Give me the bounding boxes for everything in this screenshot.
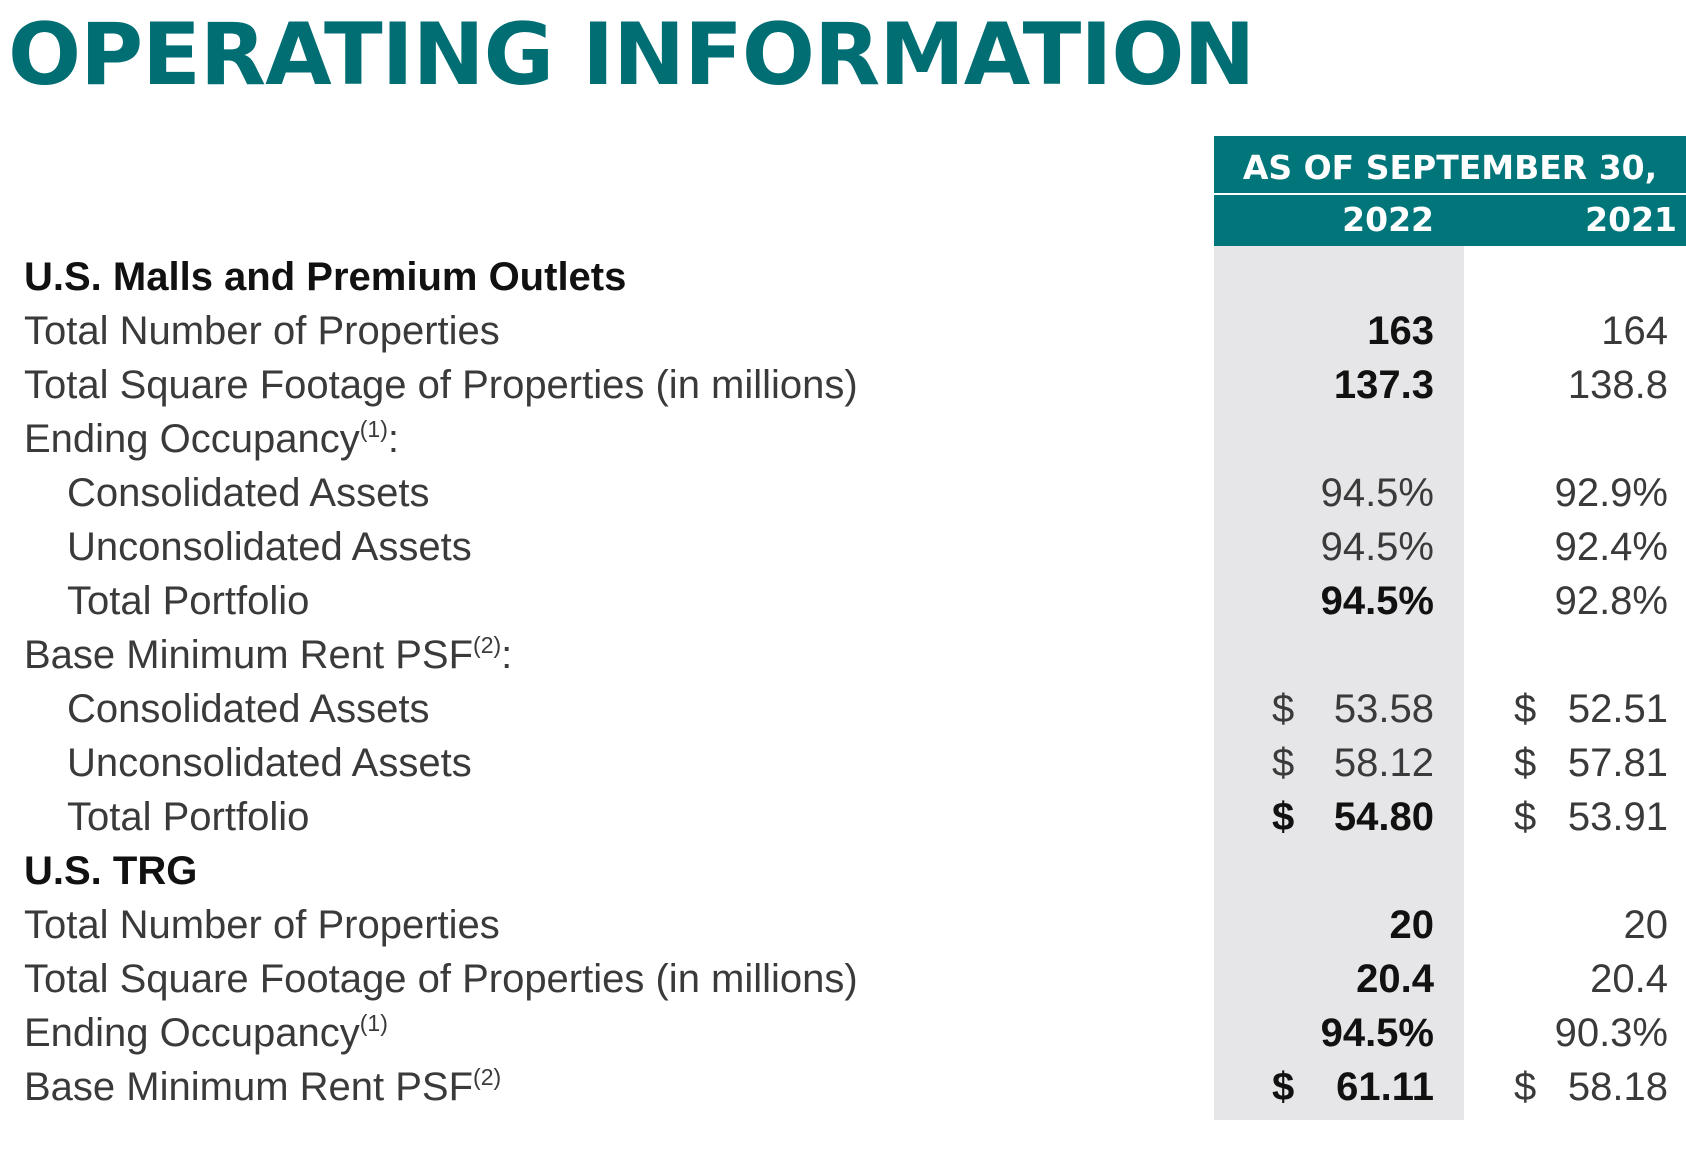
subsection-row: Ending Occupancy(1): (0, 412, 1686, 466)
subsection-row: Base Minimum Rent PSF(2): (0, 628, 1686, 682)
section-heading-row: U.S. TRG (0, 844, 1686, 898)
table-row: Base Minimum Rent PSF(2) $61.11 $58.18 (0, 1060, 1686, 1114)
row-label: Total Number of Properties (24, 903, 500, 947)
footnote-marker: (2) (473, 1064, 502, 1090)
row-label-text: Ending Occupancy (24, 1011, 360, 1055)
currency-symbol: $ (1272, 741, 1295, 785)
table-header: AS OF SEPTEMBER 30, 2022 2021 (1214, 136, 1686, 246)
table-row: Total Portfolio 94.5% 92.8% (0, 574, 1686, 628)
header-divider (1214, 193, 1686, 195)
currency-symbol: $ (1272, 687, 1295, 731)
value-2022: 20.4 (1356, 957, 1434, 1001)
currency-symbol: $ (1272, 1065, 1295, 1109)
amount: 52.51 (1567, 687, 1668, 731)
page-title: OPERATING INFORMATION (8, 5, 1255, 105)
row-label-text: Base Minimum Rent PSF (24, 1065, 474, 1109)
as-of-date-header: AS OF SEPTEMBER 30, (1242, 148, 1658, 187)
table-row: Total Portfolio $54.80 $53.91 (0, 790, 1686, 844)
value-2021: 92.4% (1554, 525, 1668, 569)
table-row: Ending Occupancy(1) 94.5% 90.3% (0, 1006, 1686, 1060)
table-row: Unconsolidated Assets 94.5% 92.4% (0, 520, 1686, 574)
table-row: Total Number of Properties 20 20 (0, 898, 1686, 952)
value-2021: 20 (1623, 903, 1669, 947)
year-2022-header: 2022 (1342, 200, 1434, 239)
table-row: Total Square Footage of Properties (in m… (0, 952, 1686, 1006)
table-row: Total Square Footage of Properties (in m… (0, 358, 1686, 412)
table-row: Consolidated Assets 94.5% 92.9% (0, 466, 1686, 520)
value-2022: 94.5% (1320, 471, 1434, 515)
row-label: Consolidated Assets (67, 471, 430, 515)
currency-symbol: $ (1514, 1065, 1537, 1109)
value-2021: 92.9% (1554, 471, 1668, 515)
row-label-text: Base Minimum Rent PSF (24, 633, 474, 677)
row-label: Total Square Footage of Properties (in m… (24, 363, 858, 407)
row-label-text: Ending Occupancy (24, 417, 360, 461)
value-2022: 137.3 (1333, 363, 1434, 407)
value-2022: 94.5% (1320, 579, 1434, 623)
amount: 58.18 (1567, 1065, 1668, 1109)
row-label: Total Number of Properties (24, 309, 500, 353)
amount: 53.58 (1333, 687, 1434, 731)
value-2022: 163 (1367, 309, 1434, 353)
value-2022: 94.5% (1320, 1011, 1434, 1055)
amount: 54.80 (1333, 795, 1434, 839)
row-label: Base Minimum Rent PSF(2) (24, 1060, 501, 1114)
row-label: Base Minimum Rent PSF(2): (24, 628, 512, 682)
section-heading-row: U.S. Malls and Premium Outlets (0, 250, 1686, 304)
table-row: Unconsolidated Assets $58.12 $57.81 (0, 736, 1686, 790)
amount: 57.81 (1567, 741, 1668, 785)
currency-symbol: $ (1514, 687, 1537, 731)
label-colon: : (501, 633, 513, 677)
row-label: Unconsolidated Assets (67, 525, 472, 569)
footnote-marker: (1) (359, 1010, 388, 1036)
value-2022: 20 (1389, 903, 1435, 947)
currency-symbol: $ (1514, 741, 1537, 785)
value-2021: 92.8% (1554, 579, 1668, 623)
table-row: Consolidated Assets $53.58 $52.51 (0, 682, 1686, 736)
row-label: Total Portfolio (67, 579, 310, 623)
value-2021: 90.3% (1554, 1011, 1668, 1055)
row-label: Total Portfolio (67, 795, 310, 839)
footnote-marker: (1) (359, 416, 388, 442)
row-label: Unconsolidated Assets (67, 741, 472, 785)
table-row: Total Number of Properties 163 164 (0, 304, 1686, 358)
currency-symbol: $ (1514, 795, 1537, 839)
amount: 58.12 (1333, 741, 1434, 785)
section-heading: U.S. Malls and Premium Outlets (24, 255, 627, 299)
value-2021: 164 (1601, 309, 1668, 353)
row-label: Consolidated Assets (67, 687, 430, 731)
value-2021: 138.8 (1567, 363, 1668, 407)
value-2021: 20.4 (1590, 957, 1668, 1001)
amount: 61.11 (1336, 1065, 1434, 1109)
value-2022: 94.5% (1320, 525, 1434, 569)
current-year-column-shading (1214, 246, 1464, 1120)
currency-symbol: $ (1272, 795, 1295, 839)
row-label: Ending Occupancy(1): (24, 412, 399, 466)
section-heading: U.S. TRG (24, 849, 198, 893)
row-label: Total Square Footage of Properties (in m… (24, 957, 858, 1001)
label-colon: : (387, 417, 400, 461)
row-label: Ending Occupancy(1) (24, 1006, 388, 1060)
amount: 53.91 (1567, 795, 1668, 839)
footnote-marker: (2) (473, 632, 502, 658)
year-2021-header: 2021 (1585, 200, 1677, 239)
